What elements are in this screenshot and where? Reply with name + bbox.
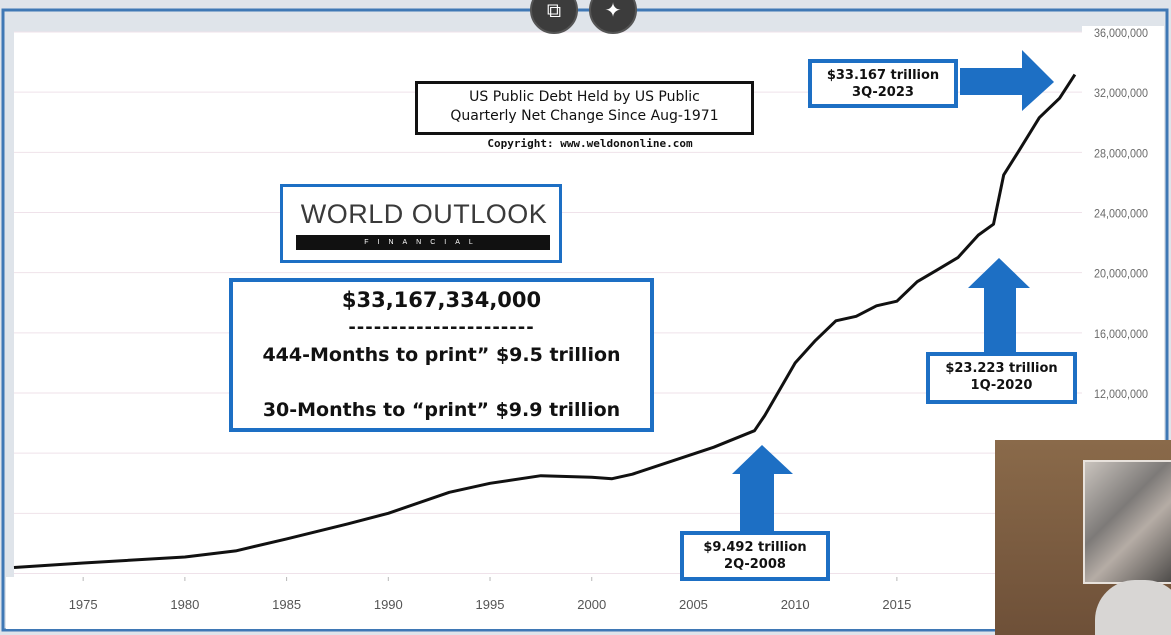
x-axis-panel — [6, 577, 1166, 629]
total-debt-amount: $33,167,334,000 — [341, 288, 542, 312]
chart-border — [1, 8, 1169, 632]
copyright-text: Copyright: www.weldononline.com — [487, 137, 693, 150]
arrow-2008 — [732, 445, 793, 532]
x-tick-label: 1990 — [374, 597, 403, 612]
debt-summary-box: $33,167,334,000 ---------------------- 4… — [229, 278, 654, 432]
webcam-overlay — [995, 440, 1171, 635]
arrow-2020 — [968, 258, 1030, 353]
x-tick-label: 1975 — [69, 597, 98, 612]
y-tick-label: 28,000,000 — [1094, 146, 1148, 160]
background-photo — [1083, 460, 1171, 584]
callout-2008-period: 2Q-2008 — [724, 557, 786, 572]
y-tick-label: 24,000,000 — [1094, 207, 1148, 221]
y-tick-label: 32,000,000 — [1094, 86, 1148, 100]
world-outlook-logo: WORLD OUTLOOK FINANCIAL CONFERENCE — [280, 184, 562, 263]
x-tick-label: 1980 — [170, 597, 199, 612]
y-tick-label: 36,000,000 — [1094, 26, 1148, 40]
logo-title: WORLD OUTLOOK — [300, 199, 548, 229]
chart-title-box: US Public Debt Held by US Public Quarter… — [415, 81, 754, 135]
callout-2020-period: 1Q-2020 — [970, 378, 1033, 393]
callout-2023-period: 3Q-2023 — [852, 85, 914, 100]
chart-subtitle: Quarterly Net Change Since Aug-1971 — [450, 108, 719, 124]
months-note-1: 444-Months to print” $9.5 trillion — [262, 344, 621, 366]
callout-2008: $9.492 trillion 2Q-2008 — [680, 531, 830, 581]
months-note-2: 30-Months to “print” $9.9 trillion — [262, 399, 621, 421]
divider-dashes: ---------------------- — [348, 317, 535, 338]
callout-2023: $33.167 trillion 3Q-2023 — [808, 59, 958, 108]
callout-2023-value: $33.167 trillion — [826, 68, 940, 83]
chart-title: US Public Debt Held by US Public — [469, 89, 700, 105]
y-tick-label: 12,000,000 — [1094, 387, 1148, 401]
y-tick-label: 16,000,000 — [1094, 327, 1148, 341]
callout-2008-value: $9.492 trillion — [703, 540, 807, 555]
callout-2020: $23.223 trillion 1Q-2020 — [926, 352, 1077, 404]
presenter-silhouette — [1095, 580, 1171, 635]
arrow-2023 — [960, 50, 1054, 111]
x-tick-label: 2000 — [577, 597, 606, 612]
x-tick-label: 1985 — [272, 597, 301, 612]
x-tick-label: 2005 — [679, 597, 708, 612]
y-tick-label: 20,000,000 — [1094, 267, 1148, 281]
x-tick-label: 1995 — [476, 597, 505, 612]
x-tick-label: 2010 — [781, 597, 810, 612]
x-tick-label: 2015 — [882, 597, 911, 612]
debt-series-line — [13, 73, 1077, 569]
callout-2020-value: $23.223 trillion — [945, 361, 1058, 376]
logo-subtitle: FINANCIAL CONFERENCE — [296, 235, 550, 261]
